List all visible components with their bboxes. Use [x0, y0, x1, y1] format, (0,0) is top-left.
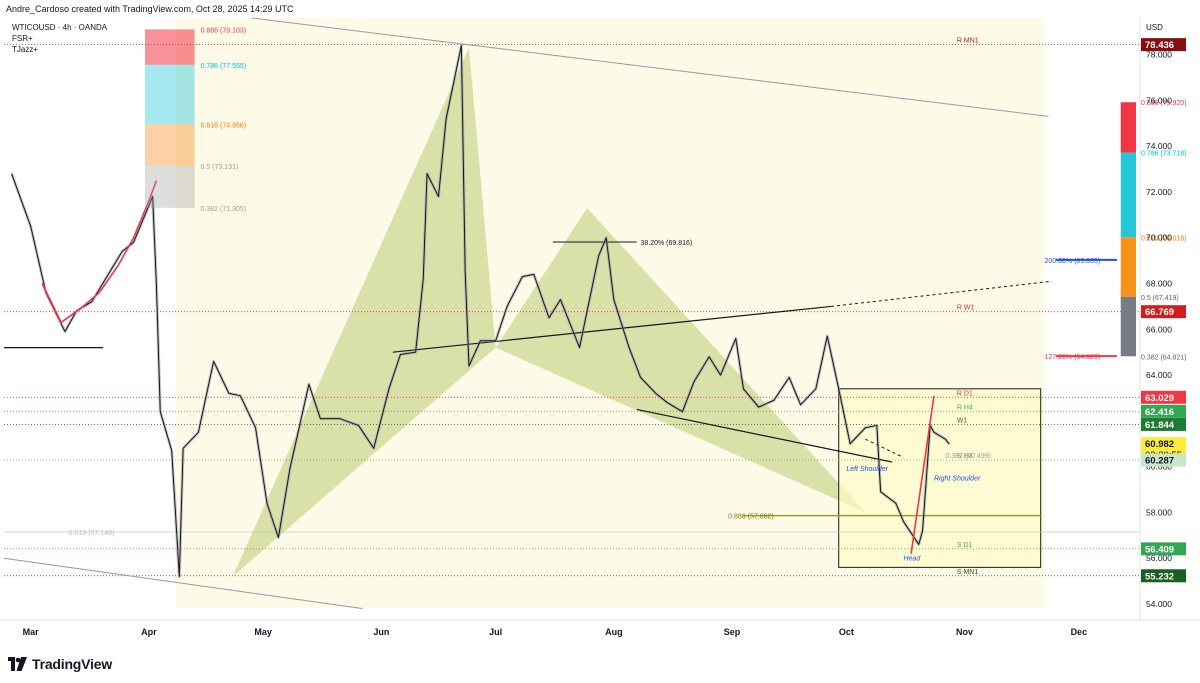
pivot-level-label: R MN1 [957, 38, 979, 45]
channel-bottom-line [3, 557, 363, 610]
price-axis-badge [1141, 38, 1186, 52]
x-tick-label: Mar [23, 627, 40, 637]
price-axis-badge-text: 60.287 [1145, 456, 1174, 467]
fib-right-zone [1120, 102, 1136, 153]
retracement-label: 38.20% (69.816) [641, 240, 693, 247]
x-tick-label: Apr [141, 627, 157, 637]
price-axis-badge-text: 61.844 [1145, 420, 1175, 431]
price-axis-badge [1141, 453, 1186, 467]
fib-left-zone [145, 166, 195, 208]
pivot-level-label: R W1 [957, 305, 975, 312]
fib-right-label: 0.786 (73.718) [1141, 151, 1187, 158]
y-tick-label: 60.000 [1146, 462, 1172, 472]
price-axis-badge [1141, 417, 1186, 431]
neckline-trend-line [392, 305, 832, 353]
price-axis-badge [1141, 404, 1186, 418]
head-label: Head [904, 555, 922, 562]
tradingview-logo[interactable]: TradingView [8, 654, 112, 674]
red-trend-series [41, 180, 158, 324]
y-tick-label: 56.000 [1146, 553, 1172, 563]
indicator-tjazz[interactable]: TJazz+ [12, 45, 39, 54]
fib-right-zone [1120, 296, 1136, 357]
x-tick-label: Oct [839, 627, 854, 637]
price-axis-badge-text: 56.409 [1145, 544, 1174, 555]
left-shoulder-label: Left Shoulder [846, 466, 888, 473]
y-tick-label: 68.000 [1146, 279, 1172, 289]
y-tick-label: 66.000 [1146, 324, 1172, 334]
neckline-extension [831, 280, 1053, 307]
x-tick-label: Sep [724, 627, 741, 637]
x-tick-label: May [254, 627, 272, 637]
price-axis-badge [1141, 390, 1186, 404]
x-tick-label: Nov [956, 627, 973, 637]
fib-right-zone [1120, 152, 1136, 238]
y-tick-label: 76.000 [1146, 95, 1172, 105]
fib-left-zone [145, 29, 195, 65]
tradingview-logo-icon [8, 657, 27, 671]
fib-left-label: 0.786 (77.555) [201, 63, 247, 70]
fib-left-label: 0.5 (73.131) [201, 164, 239, 171]
pivot-level-label: S MN1 [957, 569, 979, 576]
fib-left-zone [145, 64, 195, 125]
extension-200-label: 200.00% (69.035) [1045, 258, 1101, 265]
price-axis-badge-text: 55.232 [1145, 571, 1174, 582]
extension-127-label: 127.20% (64.829) [1045, 354, 1101, 361]
x-tick-label: Aug [605, 627, 623, 637]
fib-left-label: 0.382 (71.305) [201, 206, 247, 213]
pivot-level-label: W1 [957, 417, 968, 424]
y-tick-label: 64.000 [1146, 370, 1172, 380]
harmonic-pattern-triangle [495, 207, 866, 513]
fib-right-label: 0.618 (70.018) [1141, 235, 1187, 242]
x-tick-label: Jul [489, 627, 502, 637]
indicator-fsr[interactable]: FSR+ [12, 34, 33, 43]
head-shoulders-box [838, 388, 1042, 568]
price-axis-badge [1141, 305, 1186, 319]
fib-right-label: 0.382 (64.821) [1141, 354, 1187, 361]
pivot-level-label: R D1 [957, 390, 973, 397]
fib-right-label: 0.5 (67.419) [1141, 295, 1179, 302]
symbol-info[interactable]: WTICOUSD · 4h · OANDA [12, 23, 108, 32]
fib-left-label: 0.618 (74.956) [201, 122, 247, 129]
y-tick-label: 74.000 [1146, 141, 1172, 151]
price-axis-badge-text: 66.769 [1145, 307, 1174, 318]
pivot-level-label: S H4 [957, 453, 973, 460]
x-tick-label: Jun [373, 627, 389, 637]
y-tick-label: 54.000 [1146, 599, 1172, 609]
descending-trend-line [636, 408, 893, 463]
y-tick-label: 70.000 [1146, 233, 1172, 243]
pivot-level-label: R H4 [957, 404, 973, 411]
fib-left-zone [145, 124, 195, 167]
price-line [11, 44, 950, 578]
price-axis-badge-text: 63.029 [1145, 393, 1174, 404]
fib-right-label: 0.886 (75.920) [1141, 100, 1187, 107]
red-rally-line [910, 395, 935, 554]
attribution-text: Andre_Cardoso created with TradingView.c… [6, 4, 294, 14]
fib-0886-label: 0.886 (57.862) [728, 514, 774, 521]
y-tick-label: 58.000 [1146, 507, 1172, 517]
pivot-level-label: S D1 [957, 542, 973, 549]
fib-left-label: 0.886 (79.103) [201, 27, 247, 34]
currency-label: USD [1146, 23, 1163, 32]
fib-0382-label: 0.382 (60.499) [945, 453, 991, 460]
price-axis-badge-text: 62.416 [1145, 407, 1174, 418]
price-axis-badge-text: 78.436 [1145, 40, 1174, 51]
tradingview-brand-text: TradingView [32, 656, 113, 672]
fib-right-zone [1120, 237, 1136, 297]
price-axis-badge [1141, 542, 1186, 556]
price-axis-badge [1141, 569, 1186, 583]
fib-0618-label: 0.618 (57.148) [69, 530, 115, 537]
shoulder-line [865, 438, 904, 458]
x-tick-label: Dec [1071, 627, 1088, 637]
price-axis-badge-text: 60.982 [1145, 439, 1174, 450]
y-tick-label: 78.000 [1146, 50, 1172, 60]
right-shoulder-label: Right Shoulder [934, 475, 981, 482]
channel-top-line [251, 17, 1049, 117]
y-tick-label: 72.000 [1146, 187, 1172, 197]
